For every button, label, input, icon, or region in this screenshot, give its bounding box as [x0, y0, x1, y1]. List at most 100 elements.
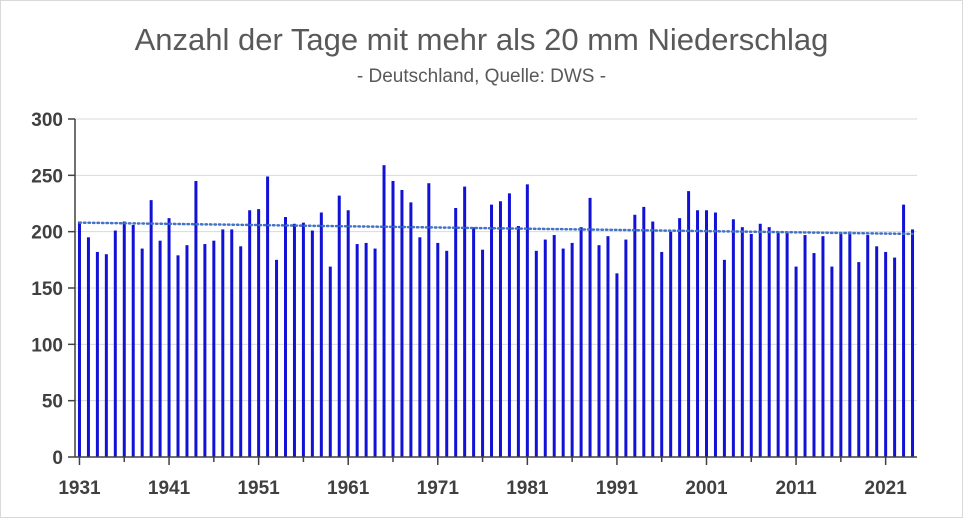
bar-1982 [534, 250, 538, 457]
bar-1944 [194, 180, 198, 457]
y-tick-label-200: 200 [31, 223, 63, 244]
bar-1997 [669, 231, 673, 457]
bar-1959 [328, 266, 332, 457]
bar-2015 [830, 266, 834, 457]
y-tick-label-150: 150 [31, 279, 63, 300]
bar-1948 [230, 229, 234, 457]
bar-1939 [149, 200, 153, 457]
bar-2022 [893, 257, 897, 457]
bar-2000 [696, 210, 700, 457]
y-tick-label-250: 250 [31, 166, 63, 187]
x-tick-label-2011: 2011 [775, 478, 817, 499]
bar-1999 [687, 191, 691, 458]
bar-2010 [785, 231, 789, 457]
x-tick-label-1931: 1931 [58, 478, 101, 499]
bar-2001 [705, 210, 708, 457]
chart-subtitle: - Deutschland, Quelle: DWS - [356, 66, 607, 87]
bar-1938 [140, 248, 144, 457]
y-tick-label-100: 100 [31, 335, 63, 356]
bar-1940 [158, 240, 162, 457]
bar-1969 [418, 237, 422, 457]
bar-1993 [633, 214, 637, 457]
bar-1956 [301, 222, 305, 457]
bar-1931 [77, 221, 81, 457]
bar-2020 [875, 246, 879, 457]
bar-1992 [624, 239, 628, 457]
bar-1979 [507, 193, 511, 458]
bar-1984 [552, 235, 556, 457]
bar-1951 [257, 209, 261, 457]
bar-1961 [346, 210, 350, 457]
x-tick-label-2021: 2021 [865, 478, 908, 499]
bar-1971 [436, 242, 440, 457]
x-tick-label-2001: 2001 [685, 478, 728, 499]
axes [68, 118, 917, 465]
bar-2012 [803, 235, 807, 457]
bar-1994 [642, 206, 646, 457]
bar-1968 [409, 202, 413, 457]
bar-1972 [445, 250, 449, 457]
bar-1955 [292, 223, 296, 457]
x-tick-label-1941: 1941 [148, 478, 191, 499]
bar-2018 [857, 262, 861, 457]
bar-2013 [812, 253, 816, 457]
bar-1941 [167, 218, 171, 457]
bar-1952 [266, 176, 270, 457]
bar-2005 [740, 227, 744, 457]
trend-line [78, 221, 914, 236]
bar-2009 [776, 231, 780, 457]
bar-1976 [481, 249, 485, 457]
bar-1954 [284, 217, 287, 457]
bar-1978 [498, 201, 502, 457]
bar-1934 [104, 254, 108, 457]
bar-1966 [391, 180, 395, 457]
bar-1977 [490, 204, 494, 457]
bar-2003 [722, 259, 726, 457]
bar-2007 [758, 223, 762, 457]
bar-1950 [248, 210, 252, 457]
bar-2002 [713, 212, 717, 457]
bar-1989 [597, 245, 601, 457]
x-tick-label-1981: 1981 [506, 478, 549, 499]
bar-1998 [678, 218, 682, 457]
bar-2024 [911, 229, 915, 457]
y-tick-label-50: 50 [42, 392, 63, 413]
bar-1933 [95, 251, 99, 457]
bars [77, 165, 915, 458]
bar-1964 [373, 248, 377, 457]
bar-1980 [516, 226, 520, 457]
bar-2008 [767, 227, 771, 457]
bar-1963 [364, 242, 368, 457]
bar-1949 [239, 246, 243, 457]
bar-1974 [463, 186, 467, 457]
bar-2021 [884, 251, 888, 457]
bar-1965 [382, 165, 386, 457]
bar-2017 [848, 231, 852, 457]
bar-2006 [749, 233, 753, 457]
bar-1960 [337, 195, 341, 458]
bar-1946 [212, 240, 216, 457]
bar-1975 [472, 227, 476, 457]
bar-2019 [866, 235, 870, 457]
bar-1988 [588, 197, 592, 457]
bar-2004 [731, 219, 735, 457]
bar-1990 [606, 236, 610, 457]
bar-1996 [660, 251, 664, 457]
bar-1962 [355, 244, 359, 457]
y-tick-labels: 0 50 100 150 200 250 300 [31, 110, 63, 469]
bar-1947 [221, 229, 225, 457]
x-tick-label-1961: 1961 [327, 478, 370, 499]
bar-2011 [794, 266, 798, 457]
bar-1945 [203, 244, 207, 457]
y-tick-label-0: 0 [52, 448, 63, 469]
x-tick-label-1971: 1971 [417, 478, 460, 499]
bar-1935 [113, 230, 117, 457]
x-tick-labels: 1931 1941 1951 1961 1971 1981 1991 2001 2011 2021 [58, 478, 907, 499]
bar-1943 [185, 245, 189, 457]
bar-2016 [839, 232, 843, 457]
bar-1995 [651, 221, 655, 457]
bar-1973 [454, 208, 458, 457]
bar-1932 [86, 237, 90, 457]
bar-1967 [400, 189, 404, 458]
